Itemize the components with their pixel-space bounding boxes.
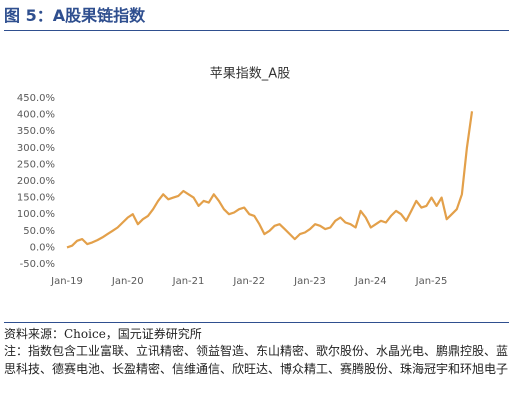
x-tick-label: Jan-21 [172,276,205,287]
x-tick-label: Jan-22 [232,276,265,287]
x-tick-label: Jan-25 [415,276,448,287]
y-tick-label: 0.0% [30,242,55,253]
figure-title: 图 5：A股果链指数 [4,4,509,31]
line [66,111,474,249]
x-tick-label: Jan-19 [50,276,83,287]
note: 注：指数包含工业富联、立讯精密、领益智造、东山精密、歌尔股份、水晶光电、鹏鼎控股… [4,344,509,376]
y-tick-label: 400.0% [17,110,55,121]
chart: 苹果指数_A股 -50.0% 0.0% 50.0% 100.0% 150.0% 200.0… [17,67,474,287]
y-tick-label: 450.0% [17,93,55,104]
chart-title: 苹果指数_A股 [210,67,290,82]
y-tick-label: 100.0% [17,209,55,220]
y-tick-label: 200.0% [17,176,55,187]
y-tick-label: -50.0% [20,259,55,270]
y-tick-label: 150.0% [17,193,55,204]
x-tick-label: Jan-23 [293,276,326,287]
y-tick-label: 250.0% [17,159,55,170]
source: 资料来源：Choice，国元证券研究所 [4,322,509,343]
x-tick-label: Jan-24 [354,276,387,287]
y-tick-label: 350.0% [17,126,55,137]
y-tick-label: 300.0% [17,143,55,154]
y-tick-label: 50.0% [23,226,55,237]
x-tick-label: Jan-20 [111,276,144,287]
